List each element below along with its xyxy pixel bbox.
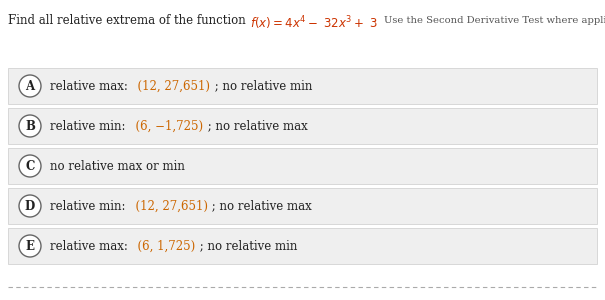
Ellipse shape <box>19 75 41 97</box>
Text: (12, 27,651): (12, 27,651) <box>128 200 208 212</box>
Text: relative min:: relative min: <box>50 119 125 133</box>
Bar <box>8 228 597 264</box>
Text: relative min:: relative min: <box>50 200 125 212</box>
Text: (6, 1,725): (6, 1,725) <box>130 239 195 253</box>
Text: C: C <box>25 160 34 172</box>
Ellipse shape <box>19 195 41 217</box>
Text: relative max:: relative max: <box>50 80 128 92</box>
Bar <box>8 188 597 224</box>
Text: ; no relative max: ; no relative max <box>204 119 307 133</box>
Text: E: E <box>25 239 34 253</box>
Text: Find all relative extrema of the function: Find all relative extrema of the functio… <box>8 14 249 27</box>
Text: $f(x)= 4x^4-\ 32x^3+\ 3$: $f(x)= 4x^4-\ 32x^3+\ 3$ <box>249 14 378 32</box>
Text: ; no relative min: ; no relative min <box>211 80 312 92</box>
Text: A: A <box>25 80 34 92</box>
Text: (6, −1,725): (6, −1,725) <box>128 119 203 133</box>
Ellipse shape <box>19 115 41 137</box>
Text: D: D <box>25 200 35 212</box>
Bar <box>8 68 597 104</box>
Text: (12, 27,651): (12, 27,651) <box>130 80 210 92</box>
Text: B: B <box>25 119 35 133</box>
Ellipse shape <box>19 235 41 257</box>
Bar <box>8 108 597 144</box>
Ellipse shape <box>19 155 41 177</box>
Text: no relative max or min: no relative max or min <box>50 160 185 172</box>
Text: Use the Second Derivative Test where applicable.: Use the Second Derivative Test where app… <box>384 16 605 25</box>
Bar <box>8 148 597 184</box>
Text: ; no relative min: ; no relative min <box>196 239 298 253</box>
Text: relative max:: relative max: <box>50 239 128 253</box>
Text: ; no relative max: ; no relative max <box>209 200 312 212</box>
